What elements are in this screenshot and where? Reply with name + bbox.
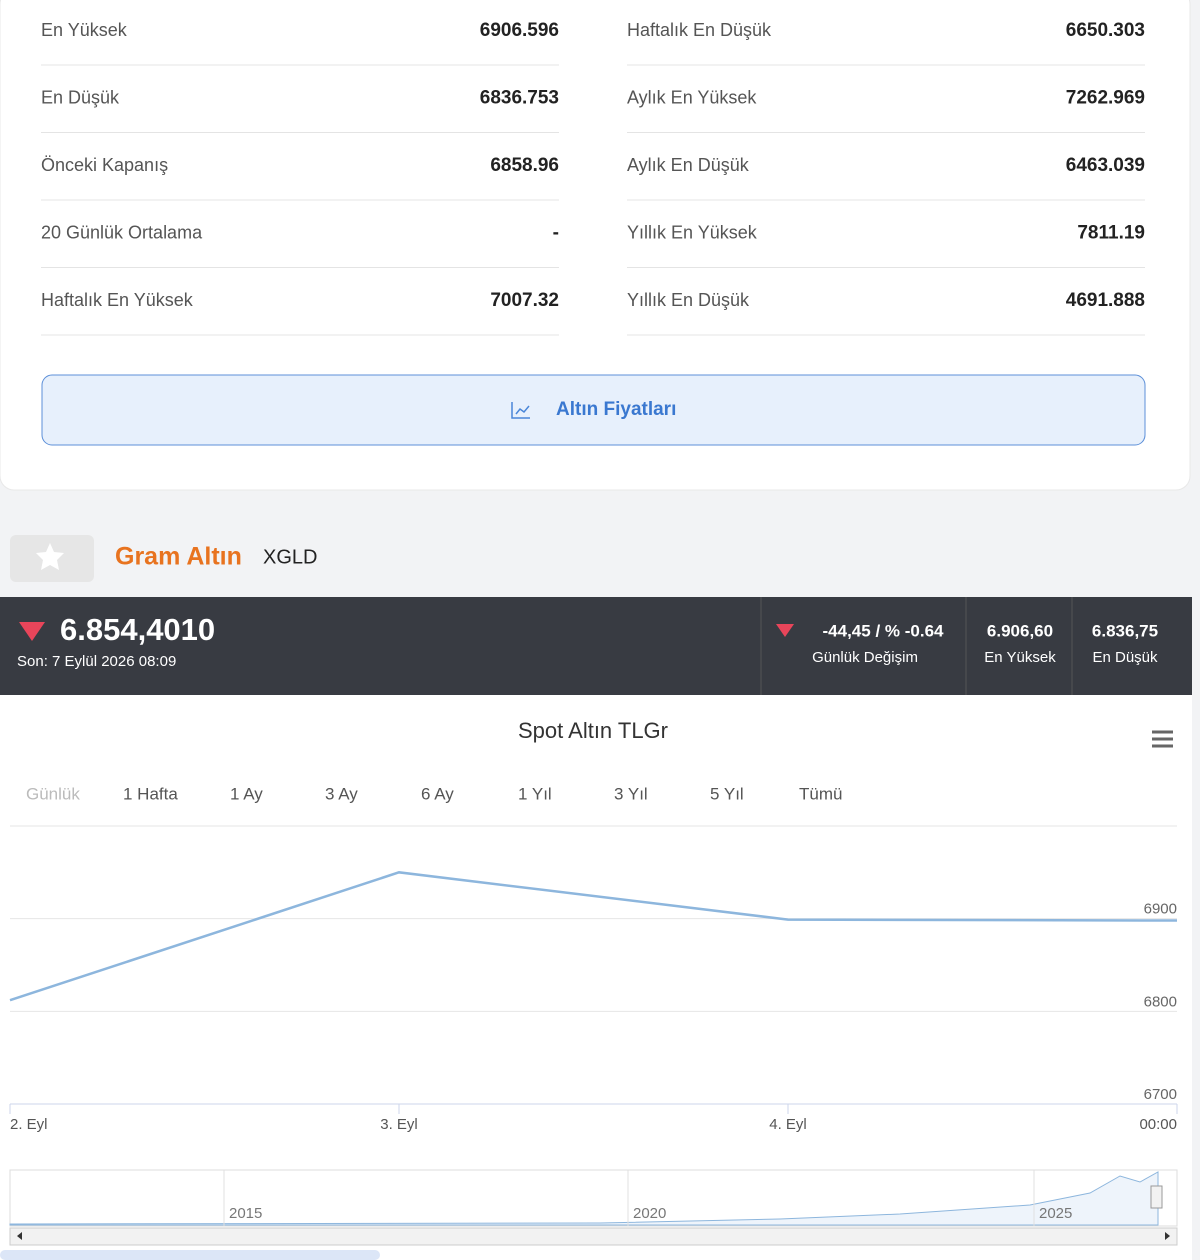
navigator-label: 2015 [229,1205,262,1222]
stat-value: 6463.039 [1066,155,1145,176]
range-button[interactable]: Günlük [26,784,80,803]
stat-value: 6906.596 [480,20,559,41]
instrument-code: XGLD [263,546,317,568]
high-label: En Yüksek [984,649,1056,666]
stat-value: 6836.753 [480,88,559,109]
stat-value: 7007.32 [490,290,559,311]
navigator-handle[interactable] [1150,1185,1163,1209]
stat-value: - [553,223,559,244]
updated: Son: 7 Eylül 2026 08:09 [17,653,176,670]
bottom-strip [0,1250,380,1260]
navigator-label: 2025 [1039,1205,1072,1222]
stat-label: En Düşük [41,87,120,107]
navigator-area [9,1171,1159,1226]
navigator-label: 2020 [633,1205,666,1222]
stat-label: Yıllık En Düşük [627,290,750,310]
chart-panel [0,695,1192,1260]
chart-icon [511,402,530,419]
stat-value: 4691.888 [1066,290,1145,311]
y-tick-label: 6800 [1144,993,1177,1010]
range-button[interactable]: Tümü [799,784,842,803]
range-button[interactable]: 5 Yıl [710,784,744,803]
star-icon [36,543,64,570]
high: 6.906,60 [987,621,1053,640]
instrument-name: Gram Altın [115,543,242,571]
low-label: En Düşük [1092,649,1158,666]
x-tick-label: 4. Eyl [769,1116,807,1133]
stat-label: Haftalık En Düşük [627,20,772,40]
x-tick-label: 00:00 [1139,1116,1177,1133]
stat-label: Aylık En Düşük [627,155,750,175]
stat-value: 7811.19 [1077,223,1145,244]
price: 6.854,4010 [60,612,215,647]
down-arrow [19,622,45,641]
stat-label: Önceki Kapanış [41,155,168,175]
range-button[interactable]: 6 Ay [421,784,454,803]
change-label: Günlük Değişim [812,649,918,666]
stat-value: 6650.303 [1066,20,1145,41]
stat-value: 7262.969 [1066,88,1145,109]
quote-bar [0,597,1192,695]
navigator [9,1169,1178,1227]
range-button[interactable]: 1 Ay [230,784,263,803]
range-button[interactable]: 1 Yıl [518,784,552,803]
y-tick-label: 6900 [1144,901,1177,918]
change: -44,45 / % -0.64 [823,621,945,640]
stat-label: Aylık En Yüksek [627,87,757,107]
range-button[interactable]: 3 Ay [325,784,358,803]
stats-card [0,0,1191,491]
scrollbar[interactable] [9,1227,1178,1246]
button-label[interactable]: Altın Fiyatları [556,399,676,420]
y-tick-label: 6700 [1144,1086,1177,1103]
line-series [9,871,1178,1002]
x-tick-label: 3. Eyl [380,1116,418,1133]
stat-label: Haftalık En Yüksek [41,290,194,310]
stat-label: Yıllık En Yüksek [627,222,758,242]
low: 6.836,75 [1092,621,1158,640]
x-tick-label: 2. Eyl [10,1116,48,1133]
stat-value: 6858.96 [490,155,559,176]
menu-icon[interactable] [1152,730,1173,748]
stat-label: En Yüksek [41,20,128,40]
range-button[interactable]: 3 Yıl [614,784,648,803]
range-button[interactable]: 1 Hafta [123,784,178,803]
chart-title: Spot Altın TLGr [518,718,668,743]
stat-label: 20 Günlük Ortalama [41,222,203,242]
prices-button[interactable] [41,374,1146,446]
down-arrow-small [776,624,794,637]
